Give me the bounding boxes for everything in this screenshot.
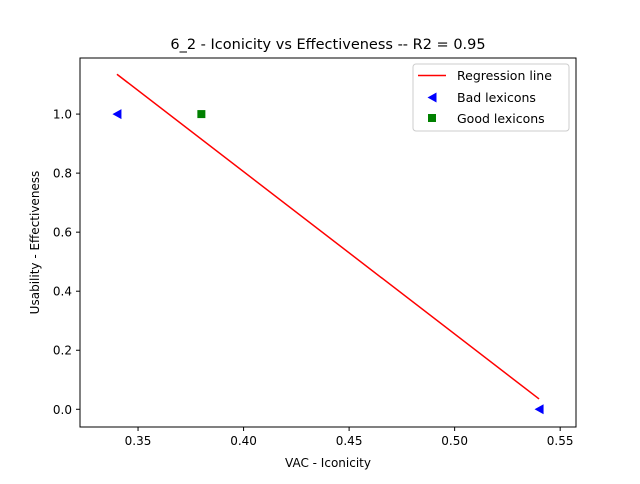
x-axis-label: VAC - Iconicity <box>285 456 371 470</box>
chart-title: 6_2 - Iconicity vs Effectiveness -- R2 =… <box>170 37 485 53</box>
y-tick-label: 0.6 <box>53 226 72 240</box>
y-tick-label: 0.2 <box>53 344 72 358</box>
plot-marks <box>112 73 544 415</box>
regression-line <box>116 73 540 400</box>
y-axis-label: Usability - Effectiveness <box>28 171 42 315</box>
y-tick-label: 0.0 <box>53 403 72 417</box>
y-tick-label: 1.0 <box>53 108 72 122</box>
legend-good-label: Good lexicons <box>457 111 545 126</box>
x-tick-label: 0.45 <box>336 434 363 448</box>
legend-box <box>412 63 570 132</box>
legend-bad-marker <box>427 92 437 103</box>
y-axis-ticks: 0.0 0.2 0.4 0.6 0.8 1.0 <box>53 108 80 417</box>
bad-lexicon-point <box>112 109 122 120</box>
legend-bad-label: Bad lexicons <box>457 90 536 105</box>
x-tick-label: 0.55 <box>547 434 574 448</box>
x-axis-ticks: 0.35 0.40 0.45 0.50 0.55 <box>125 427 574 448</box>
x-tick-label: 0.50 <box>441 434 468 448</box>
x-tick-label: 0.40 <box>230 434 257 448</box>
y-tick-label: 0.8 <box>53 167 72 181</box>
legend: Regression line Bad lexicons Good lexico… <box>412 63 570 132</box>
good-lexicon-point <box>197 110 206 119</box>
legend-good-marker <box>428 114 436 122</box>
x-tick-label: 0.35 <box>125 434 152 448</box>
y-tick-label: 0.4 <box>53 285 72 299</box>
plot-frame <box>79 57 577 428</box>
legend-regression-label: Regression line <box>457 68 552 83</box>
bad-lexicon-point <box>534 404 544 415</box>
